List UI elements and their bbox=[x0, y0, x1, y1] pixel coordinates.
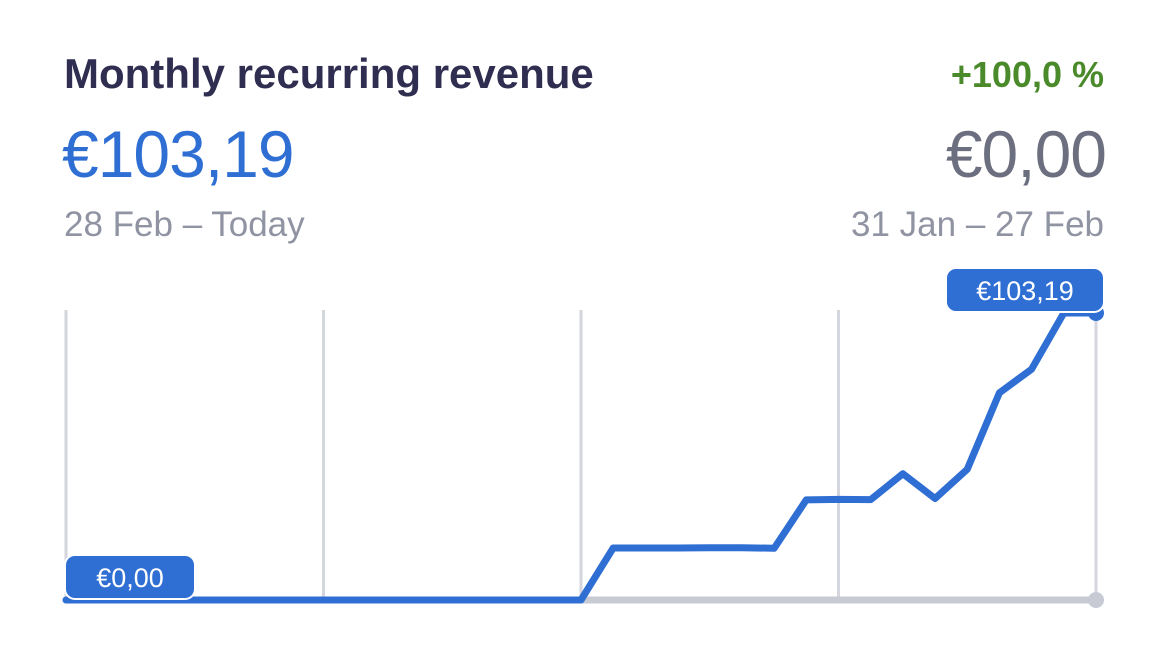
end-value-label-background bbox=[945, 267, 1105, 313]
annotation-layer: €0,00 €103,19 bbox=[64, 267, 1105, 600]
start-value-label-background bbox=[64, 554, 196, 600]
metric-title: Monthly recurring revenue bbox=[64, 50, 594, 97]
change-percentage: +100,0 % bbox=[950, 54, 1104, 95]
previous-period-end-dot bbox=[1088, 592, 1104, 608]
previous-period-value: €0,00 bbox=[945, 117, 1107, 191]
previous-period-range: 31 Jan – 27 Feb bbox=[851, 205, 1104, 244]
current-period-range: 28 Feb – Today bbox=[64, 205, 305, 244]
end-value-label: €103,19 bbox=[945, 267, 1105, 313]
start-value-label: €0,00 bbox=[64, 554, 196, 600]
gridlines bbox=[64, 310, 1098, 600]
end-value-label-text: €103,19 bbox=[976, 276, 1074, 306]
start-value-label-text: €0,00 bbox=[96, 563, 164, 593]
series-layer bbox=[62, 305, 1104, 608]
current-period-value: €103,19 bbox=[62, 117, 295, 191]
current-period-line bbox=[62, 309, 1100, 604]
